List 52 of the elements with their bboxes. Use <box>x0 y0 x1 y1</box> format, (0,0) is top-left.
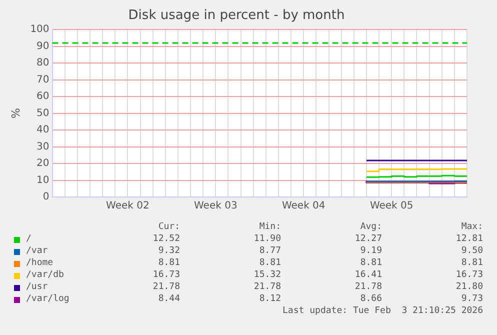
text: 8.77 <box>258 246 281 256</box>
text: 12.81 <box>454 234 483 244</box>
legend-label: /var/log <box>26 294 70 304</box>
text: 8.81 <box>460 258 483 268</box>
text: Max: <box>460 222 483 232</box>
legend-label: /var/db <box>26 270 64 280</box>
text: 15.32 <box>252 270 281 280</box>
text: 9.19 <box>359 246 382 256</box>
text: 8.81 <box>258 258 281 268</box>
x-tick-label: Week 04 <box>282 200 326 212</box>
text: 9.73 <box>460 294 483 304</box>
y-tick-label: 100 <box>30 24 50 36</box>
y-tick-label: 50 <box>36 108 50 119</box>
chart-title: Disk usage in percent - by month <box>128 8 345 24</box>
legend-label: /home <box>26 258 54 268</box>
x-tick-label: Week 03 <box>194 200 238 212</box>
text: 16.73 <box>152 270 180 280</box>
y-tick-label: 90 <box>36 40 50 52</box>
x-tick-label: Week 02 <box>106 200 150 212</box>
text: 9.50 <box>460 246 483 256</box>
text: 21.78 <box>252 282 281 292</box>
text: 21.78 <box>354 282 382 292</box>
text: 8.44 <box>157 294 180 304</box>
text: 21.80 <box>454 282 483 292</box>
text: 12.52 <box>152 234 180 244</box>
text: Avg: <box>359 222 382 232</box>
y-tick-label: 80 <box>36 58 50 69</box>
text: Cur: <box>157 222 180 232</box>
y-tick-label: 30 <box>36 141 50 152</box>
y-tick-label: 60 <box>36 91 50 102</box>
y-tick-label: 0 <box>42 192 50 203</box>
text: 12.27 <box>354 234 382 244</box>
text: 8.81 <box>359 258 382 268</box>
text: 16.41 <box>354 270 382 280</box>
text: 8.81 <box>157 258 180 268</box>
text: 16.73 <box>454 270 483 280</box>
text: 11.90 <box>252 234 281 244</box>
y-tick-label: 40 <box>36 124 50 136</box>
x-tick-label: Week 05 <box>370 200 414 212</box>
y-tick-label: 10 <box>36 174 50 186</box>
legend-label: / <box>26 234 32 244</box>
text: 8.66 <box>359 294 382 304</box>
text: Last update: Tue Feb 3 21:10:25 2026 <box>282 306 483 316</box>
text: 8.12 <box>258 294 281 304</box>
text: Min: <box>258 222 281 232</box>
y-tick-label: 70 <box>36 74 50 86</box>
legend-label: /var <box>26 246 48 256</box>
text: 21.78 <box>152 282 180 292</box>
y-axis-title: % <box>9 108 22 119</box>
y-tick-label: 20 <box>36 158 50 170</box>
legend-label: /usr <box>26 282 48 292</box>
text: 9.32 <box>157 246 180 256</box>
